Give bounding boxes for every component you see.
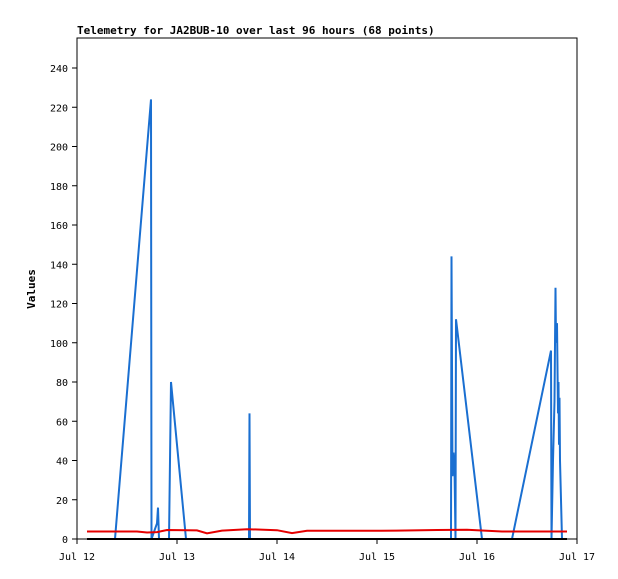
chart-title: Telemetry for JA2BUB-10 over last 96 hou… bbox=[77, 24, 435, 37]
data-series bbox=[87, 99, 567, 540]
x-tick-label: Jul 12 bbox=[59, 552, 95, 563]
series-line-2 bbox=[87, 528, 567, 535]
y-axis-label: Values bbox=[25, 269, 38, 309]
y-tick-label: 60 bbox=[56, 417, 68, 428]
y-tick-label: 100 bbox=[50, 339, 68, 350]
x-tick-label: Jul 15 bbox=[359, 552, 395, 563]
x-tick-label: Jul 17 bbox=[559, 552, 595, 563]
x-tick-label: Jul 14 bbox=[259, 552, 295, 563]
y-tick-label: 160 bbox=[50, 221, 68, 232]
y-tick-label: 240 bbox=[50, 64, 68, 75]
y-tick-label: 220 bbox=[50, 103, 68, 114]
y-tick-label: 180 bbox=[50, 182, 68, 193]
y-tick-label: 80 bbox=[56, 378, 68, 389]
y-tick-label: 0 bbox=[62, 535, 68, 546]
y-tick-label: 40 bbox=[56, 457, 68, 468]
y-axis: 0 20 40 60 80 100 120 140 160 180 200 220 240 bbox=[50, 64, 77, 546]
plot-area bbox=[76, 37, 578, 540]
x-axis: Jul 12 Jul 13 Jul 14 Jul 15 Jul 16 Jul 17 bbox=[59, 539, 595, 563]
y-tick-label: 200 bbox=[50, 143, 68, 154]
y-tick-label: 20 bbox=[56, 496, 68, 507]
y-tick-label: 140 bbox=[50, 260, 68, 271]
y-tick-label: 120 bbox=[50, 300, 68, 311]
x-tick-label: Jul 16 bbox=[459, 552, 495, 563]
x-tick-label: Jul 13 bbox=[159, 552, 195, 563]
